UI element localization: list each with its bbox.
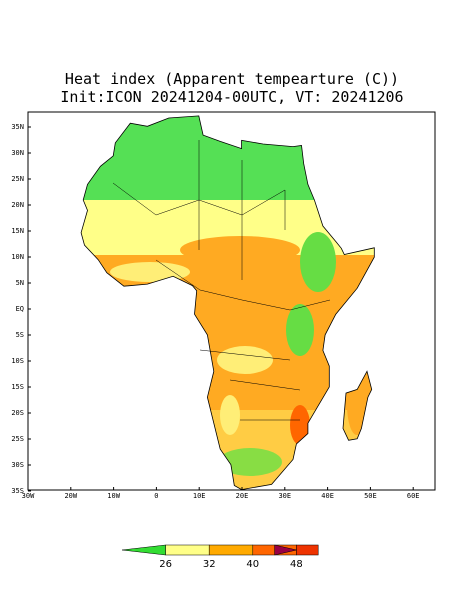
lon-label: 40E — [321, 492, 334, 500]
lat-label: 30S — [11, 461, 24, 469]
lat-label: 25S — [11, 435, 24, 443]
colorbar-segment — [296, 544, 319, 556]
lon-label: 30E — [278, 492, 291, 500]
borders — [112, 140, 331, 421]
lon-label: 0 — [154, 492, 158, 500]
colorbar-segment — [165, 544, 210, 556]
lon-label: 30W — [22, 492, 35, 500]
colorbar-low — [121, 544, 166, 556]
lat-label: 5S — [16, 331, 24, 339]
lat-label: 25N — [11, 175, 24, 183]
lat-label: 10S — [11, 357, 24, 365]
map-frame — [27, 111, 436, 491]
colorbar-label: 26 — [159, 559, 172, 570]
lat-label: 5N — [16, 279, 24, 287]
lon-label: 10E — [193, 492, 206, 500]
heat-field — [81, 115, 375, 490]
colorbar-label: 32 — [203, 559, 216, 570]
colorbar-label: 48 — [290, 559, 303, 570]
colorbar-segment — [208, 544, 254, 556]
lat-label: 20N — [11, 201, 24, 209]
title: Heat index (Apparent tempearture (C)) — [65, 70, 399, 88]
lon-label: 20W — [64, 492, 77, 500]
subtitle: Init:ICON 20241204-00UTC, VT: 20241206 — [60, 88, 403, 106]
lon-label: 50E — [364, 492, 377, 500]
lon-label: 10W — [107, 492, 120, 500]
colorbar-label: 40 — [246, 559, 259, 570]
colorbar-high — [274, 544, 297, 556]
lat-label: 15S — [11, 383, 24, 391]
lat-label: 30N — [11, 149, 24, 157]
lat-label: 10N — [11, 253, 24, 261]
lat-label: 20S — [11, 409, 24, 417]
lon-label: 20E — [236, 492, 249, 500]
lon-label: 60E — [407, 492, 420, 500]
lat-label: EQ — [16, 305, 24, 313]
lat-label: 35S — [11, 487, 24, 495]
lat-label: 35N — [11, 123, 24, 131]
lat-label: 15N — [11, 227, 24, 235]
